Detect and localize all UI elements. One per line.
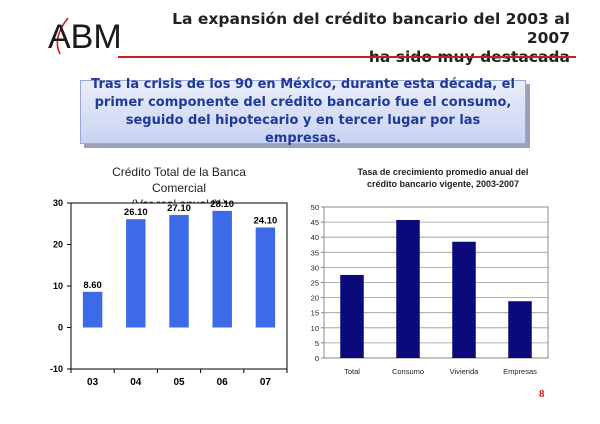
chart1-title-line: Crédito Total de la Banca xyxy=(112,165,246,179)
abm-logo: ABM xyxy=(48,17,122,56)
chart1-data-label: 24.10 xyxy=(254,215,278,226)
chart2-y-tick-label: 30 xyxy=(311,263,319,272)
chart2-y-tick-label: 45 xyxy=(311,218,319,227)
chart1-y-tick-label: 30 xyxy=(53,198,63,208)
chart2-bar xyxy=(396,219,420,358)
chart2-bar xyxy=(452,241,476,358)
chart1-x-label: 04 xyxy=(130,377,142,388)
chart1-data-label: 28.10 xyxy=(210,199,234,210)
chart1-bar xyxy=(126,219,146,328)
chart2-x-label: Total xyxy=(344,367,360,376)
chart2-y-tick-label: 5 xyxy=(315,339,319,348)
chart1-data-label: 8.60 xyxy=(83,280,102,291)
chart2-title-line: crédito bancario vigente, 2003-2007 xyxy=(366,179,520,189)
chart1-x-label: 06 xyxy=(217,377,229,388)
chart1-y-tick-label: 10 xyxy=(53,281,63,291)
chart1-data-label: 26.10 xyxy=(124,207,148,218)
title-divider xyxy=(118,56,576,58)
slide-title-line1: La expansión del crédito bancario del 20… xyxy=(172,10,570,47)
logo-text: ABM xyxy=(48,18,122,56)
chart2-title-line: Tasa de crecimiento promedio anual del xyxy=(357,167,529,177)
chart2-y-tick-label: 35 xyxy=(311,248,319,257)
chart2-y-tick-label: 0 xyxy=(315,354,319,363)
summary-callout: Tras la crisis de los 90 en México, dura… xyxy=(80,77,526,146)
chart2-y-tick-label: 40 xyxy=(311,233,319,242)
chart2-bar xyxy=(508,301,532,358)
chart2-y-tick-label: 10 xyxy=(311,324,319,333)
chart2-y-tick-label: 20 xyxy=(311,294,319,303)
chart2-x-label: Empresas xyxy=(503,367,537,376)
chart1-x-label: 05 xyxy=(173,377,185,388)
chart2-bar xyxy=(340,274,364,358)
summary-callout-text: Tras la crisis de los 90 en México, dura… xyxy=(91,77,515,146)
chart2-y-tick-label: 50 xyxy=(311,203,319,212)
chart1-bar xyxy=(255,227,276,328)
chart1-bar xyxy=(169,215,189,328)
chart2-y-tick-label: 25 xyxy=(311,279,319,288)
chart1-y-tick-label: -10 xyxy=(50,364,63,374)
chart1-y-tick-label: 0 xyxy=(58,323,63,333)
chart1-x-label: 03 xyxy=(87,377,99,388)
chart2-x-label: Consumo xyxy=(392,367,424,376)
chart2-y-tick-label: 15 xyxy=(311,309,319,318)
chart1-y-tick-label: 20 xyxy=(53,240,63,250)
chart1-x-label: 07 xyxy=(260,377,272,388)
chart1-data-label: 27.10 xyxy=(167,203,191,214)
chart1-title-line: Comercial xyxy=(151,181,206,195)
chart1-bar xyxy=(212,210,232,328)
chart2-x-label: Vivienda xyxy=(450,367,479,376)
chart2-title: Tasa de crecimiento promedio anual del c… xyxy=(318,166,568,190)
chart1-bar xyxy=(82,291,103,328)
slide-title: La expansión del crédito bancario del 20… xyxy=(140,10,570,67)
page-number: 8 xyxy=(539,388,545,400)
